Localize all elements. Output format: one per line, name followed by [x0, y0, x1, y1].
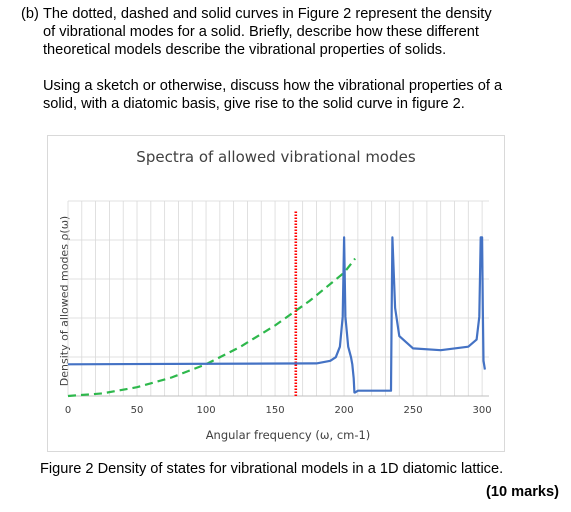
x-tick-label: 0: [65, 405, 71, 416]
marks-label: (10 marks): [485, 484, 559, 500]
x-tick-label: 150: [266, 405, 285, 416]
x-tick-label: 50: [131, 405, 144, 416]
x-axis-label: Angular frequency (ω, cm-1): [205, 428, 371, 442]
x-tick-label: 200: [335, 405, 354, 416]
question-line-5: solid, with a diatomic basis, give rise …: [43, 96, 465, 112]
chart-plot-area: 0 50 100 150 200 250 300: [65, 200, 492, 416]
question-line-1: The dotted, dashed and solid curves in F…: [43, 6, 492, 22]
chart-container: Spectra of allowed vibrational modes Den…: [47, 135, 505, 452]
series-dashed-line: [67, 257, 356, 398]
x-tick-label: 300: [473, 405, 492, 416]
x-tick-label: 250: [404, 405, 423, 416]
figure-caption: Figure 2 Density of states for vibration…: [40, 461, 504, 477]
question-text: (b) The dotted, dashed and solid curves i…: [21, 5, 561, 113]
question-label: (b): [21, 6, 39, 22]
question-line-3: theoretical models describe the vibratio…: [43, 42, 447, 58]
question-line-2: of vibrational modes for a solid. Briefl…: [43, 24, 479, 40]
x-tick-label: 100: [196, 405, 215, 416]
question-line-4: Using a sketch or otherwise, discuss how…: [43, 78, 503, 94]
chart-title: Spectra of allowed vibrational modes: [136, 148, 416, 166]
series-solid-line: [67, 236, 486, 394]
